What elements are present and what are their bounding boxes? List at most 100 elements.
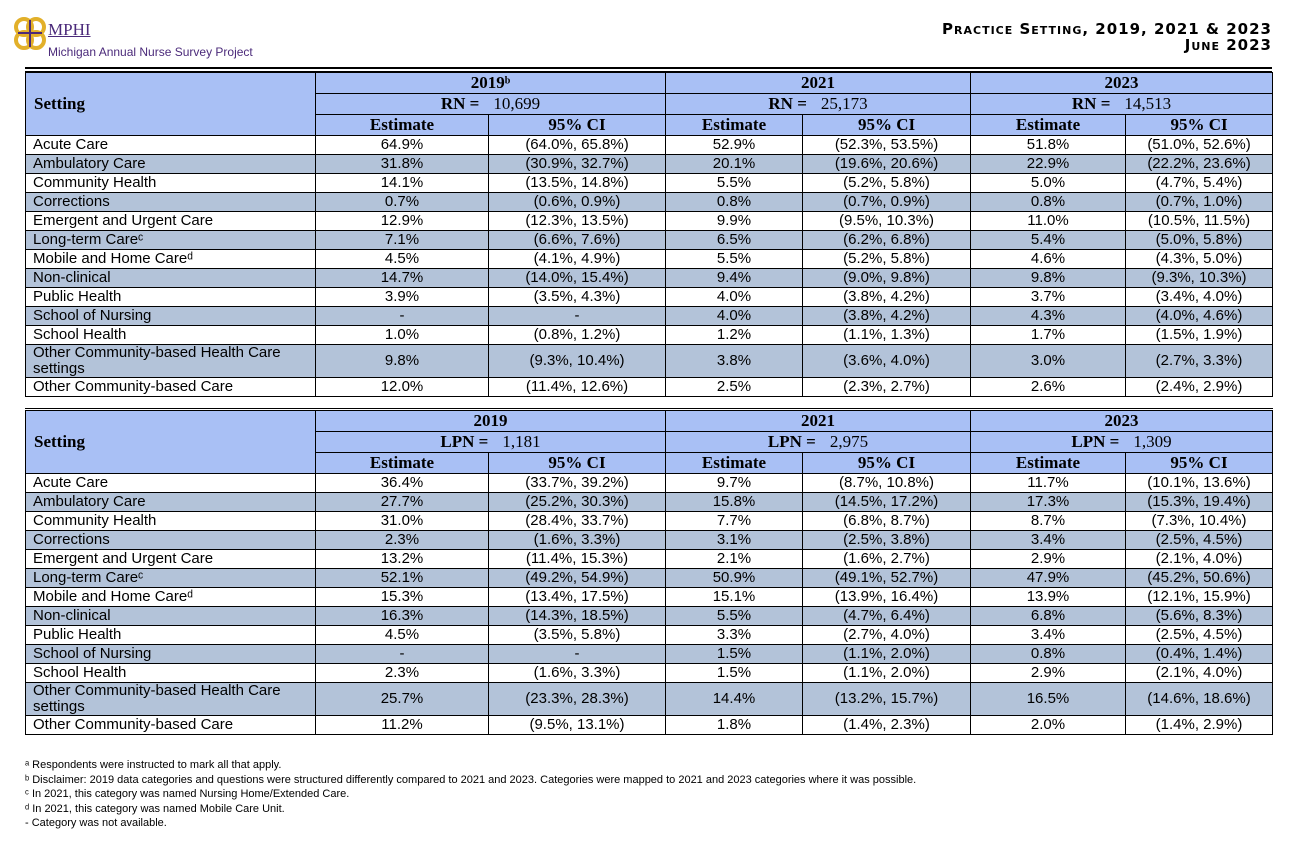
value-cell: (14.5%, 17.2%) xyxy=(802,492,971,512)
data-row: Corrections 2.3% (1.6%, 3.3%) 3.1% (2.5%, 3.… xyxy=(25,530,1273,550)
ci-header: 95% CI xyxy=(1125,114,1274,136)
count-header: RN = 25,173 xyxy=(665,93,972,115)
value-cell: (1.4%, 2.9%) xyxy=(1125,715,1273,735)
value-cell: (1.1%, 1.3%) xyxy=(802,325,972,345)
count-label: LPN = xyxy=(767,432,816,451)
value-cell: 50.9% xyxy=(665,568,803,588)
value-cell: (5.6%, 8.3%) xyxy=(1125,606,1273,626)
value-cell: (6.8%, 8.7%) xyxy=(802,511,971,531)
count-label: RN = xyxy=(1071,94,1111,113)
header-row: Estimate 95% CI Estimate 95% CI Estimate 95% … xyxy=(26,114,1274,136)
value-cell: 1.2% xyxy=(665,325,804,345)
data-row: Emergent and Urgent Care 12.9% (12.3%, 13.… xyxy=(25,211,1274,231)
data-row: Community Health 14.1% (13.5%, 14.8%) 5.5%(… xyxy=(25,173,1274,193)
logo-subtitle: Michigan Annual Nurse Survey Project xyxy=(48,45,253,59)
value-cell: 1.5% xyxy=(665,663,803,683)
setting-name: Other Community-based Health Care settin… xyxy=(25,682,316,716)
data-row: Mobile and Home Careᵈ 15.3% (13.4%, 17.5%)… xyxy=(25,587,1273,607)
value-cell: 9.8% xyxy=(970,268,1127,288)
value-cell: (8.7%, 10.8%) xyxy=(802,473,971,493)
header-row: LPN = 1,181 LPN = 2,975 LPN = 1,309 xyxy=(26,431,1273,453)
value-cell: (1.6%, 3.3%) xyxy=(488,663,666,683)
value-cell: (2.5%, 4.5%) xyxy=(1125,530,1273,550)
header-row: RN = 10,699 RN = 25,173 RN = 14,513 xyxy=(26,93,1274,115)
footnote: ᵃ Respondents were instructed to mark al… xyxy=(25,759,282,771)
value-cell: (11.4%, 15.3%) xyxy=(488,549,666,569)
header-rule xyxy=(25,67,1272,72)
value-cell: 20.1% xyxy=(665,154,804,174)
value-cell: 1.0% xyxy=(315,325,489,345)
year-header: 2019 xyxy=(315,409,666,432)
value-cell: 4.5% xyxy=(315,249,489,269)
value-cell: (2.4%, 2.9%) xyxy=(1125,377,1274,397)
value-cell: 3.8% xyxy=(665,344,804,378)
value-cell: - xyxy=(315,306,489,326)
setting-name: Corrections xyxy=(25,530,316,550)
data-row: Public Health 3.9% (3.5%, 4.3%) 4.0% (3.8%, … xyxy=(25,287,1274,307)
value-cell: (0.7%, 0.9%) xyxy=(802,192,972,212)
value-cell: 11.2% xyxy=(315,715,489,735)
value-cell: (14.0%, 15.4%) xyxy=(487,268,667,288)
value-cell: (4.3%, 5.0%) xyxy=(1125,249,1274,269)
value-cell: 3.4% xyxy=(970,530,1126,550)
value-cell: 22.9% xyxy=(970,154,1127,174)
value-cell: (5.0%, 5.8%) xyxy=(1125,230,1274,250)
count-header: LPN = 2,975 xyxy=(665,431,971,453)
count-label: LPN = xyxy=(1071,432,1120,451)
count-value: 10,699 xyxy=(493,94,541,113)
value-cell: (4.7%, 5.4%) xyxy=(1125,173,1274,193)
value-cell: (14.6%, 18.6%) xyxy=(1125,682,1273,716)
setting-name: Other Community-based Care xyxy=(25,377,316,397)
value-cell: 2.1% xyxy=(665,549,803,569)
value-cell: (9.0%, 9.8%) xyxy=(802,268,972,288)
value-cell: (1.1%, 2.0%) xyxy=(802,663,971,683)
value-cell: (14.3%, 18.5%) xyxy=(488,606,666,626)
value-cell: (19.6%, 20.6%) xyxy=(802,154,972,174)
value-cell: 3.4% xyxy=(970,625,1126,645)
count-header: LPN = 1,181 xyxy=(315,431,666,453)
count-value: 14,513 xyxy=(1124,94,1172,113)
data-row: School of Nursing - -1.5% (1.1%, 2.0%) 0.8%(… xyxy=(25,644,1273,664)
setting-name: Other Community-based Health Care settin… xyxy=(25,344,316,378)
ci-header: 95% CI xyxy=(802,114,972,136)
value-cell: (6.2%, 6.8%) xyxy=(802,230,972,250)
value-cell: (28.4%, 33.7%) xyxy=(488,511,666,531)
value-cell: (51.0%, 52.6%) xyxy=(1125,135,1274,155)
setting-header: Setting xyxy=(25,409,316,474)
value-cell: 6.8% xyxy=(970,606,1126,626)
ci-header: 95% CI xyxy=(487,114,667,136)
value-cell: 13.2% xyxy=(315,549,489,569)
setting-name: Long-term Careᶜ xyxy=(25,230,316,250)
value-cell: (3.8%, 4.2%) xyxy=(802,306,972,326)
value-cell: 12.0% xyxy=(315,377,489,397)
value-cell: (13.9%, 16.4%) xyxy=(802,587,971,607)
value-cell: (2.1%, 4.0%) xyxy=(1125,663,1273,683)
value-cell: 2.9% xyxy=(970,663,1126,683)
value-cell: 3.7% xyxy=(970,287,1127,307)
setting-name: Public Health xyxy=(25,287,316,307)
value-cell: (25.2%, 30.3%) xyxy=(488,492,666,512)
value-cell: 27.7% xyxy=(315,492,489,512)
value-cell: 31.8% xyxy=(315,154,489,174)
data-row: Other Community-based Health Care settin… xyxy=(25,682,1273,716)
value-cell: (0.4%, 1.4%) xyxy=(1125,644,1273,664)
value-cell: (3.5%, 4.3%) xyxy=(487,287,667,307)
data-row: Corrections 0.7% (0.6%, 0.9%) 0.8% (0.7%, 0.… xyxy=(25,192,1274,212)
value-cell: (12.3%, 13.5%) xyxy=(487,211,667,231)
data-row: Other Community-based Care 11.2% (9.5%, 13… xyxy=(25,715,1273,735)
value-cell: 9.9% xyxy=(665,211,804,231)
value-cell: 11.0% xyxy=(970,211,1127,231)
value-cell: 2.5% xyxy=(665,377,804,397)
value-cell: - xyxy=(487,306,667,326)
year-header: 2023 xyxy=(970,72,1274,94)
setting-name: Emergent and Urgent Care xyxy=(25,549,316,569)
value-cell: 2.9% xyxy=(970,549,1126,569)
value-cell: 5.0% xyxy=(970,173,1127,193)
value-cell: (2.5%, 3.8%) xyxy=(802,530,971,550)
value-cell: 4.3% xyxy=(970,306,1127,326)
value-cell: (52.3%, 53.5%) xyxy=(802,135,972,155)
value-cell: (3.6%, 4.0%) xyxy=(802,344,972,378)
footnote: ᶜ In 2021, this category was named Nursi… xyxy=(25,788,350,800)
value-cell: 15.8% xyxy=(665,492,803,512)
ci-header: 95% CI xyxy=(488,452,666,474)
